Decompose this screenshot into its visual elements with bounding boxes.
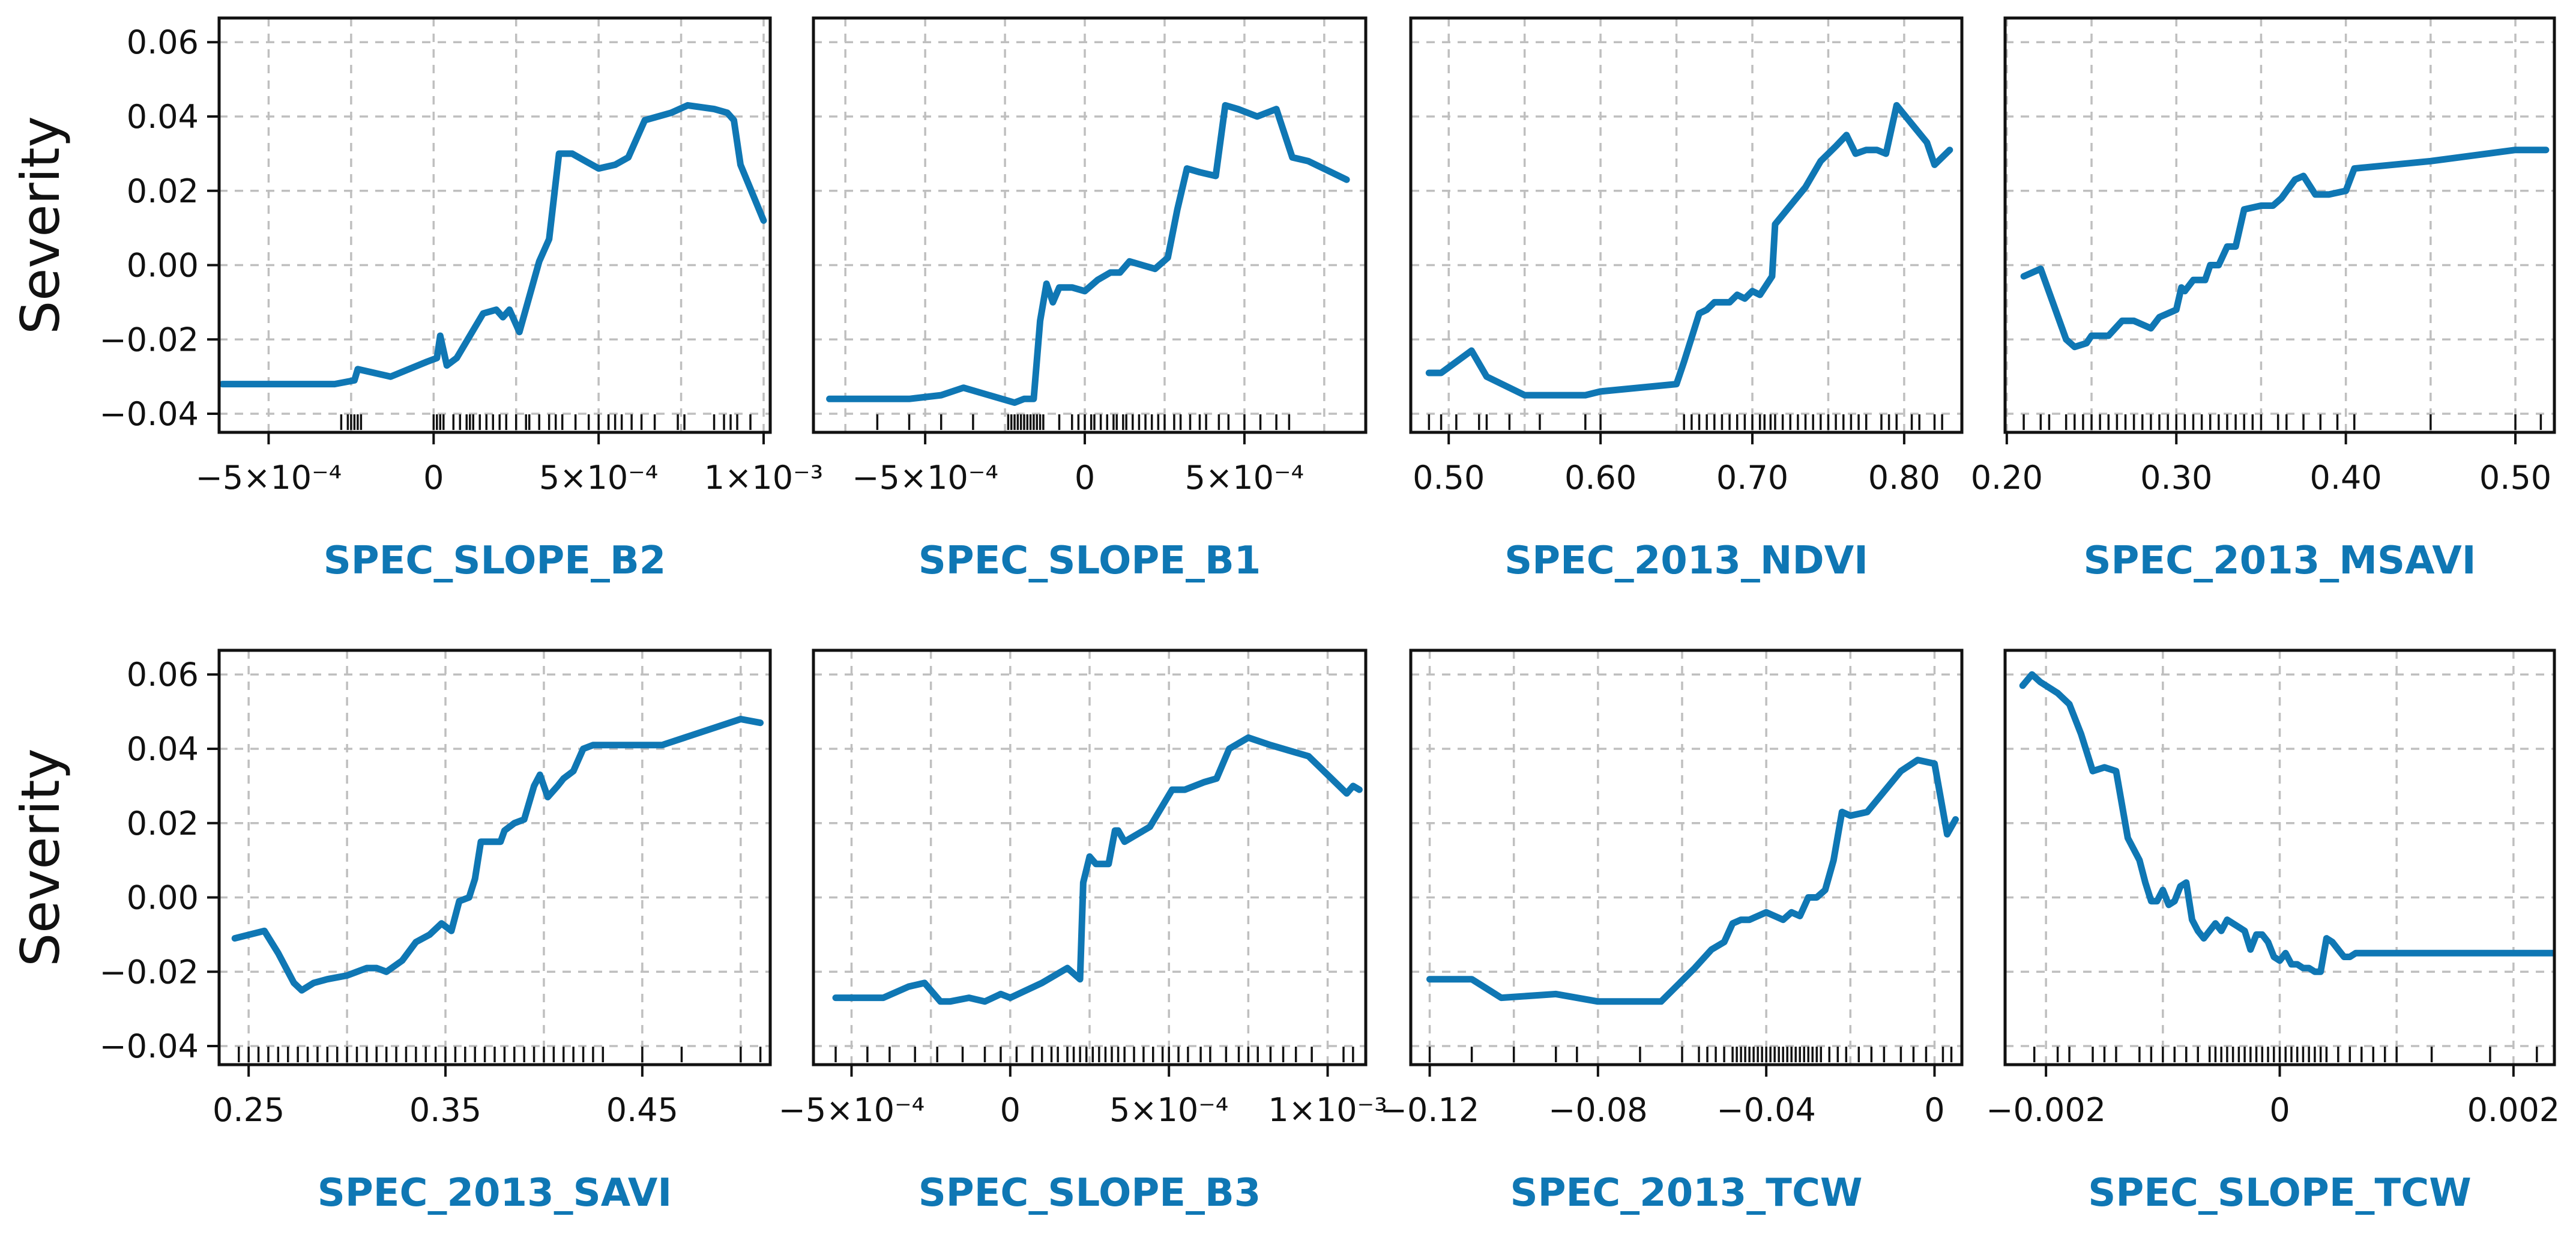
- plot-area: [219, 18, 770, 432]
- x-tick-label: 0: [1924, 1091, 1944, 1129]
- panel-frame: [1409, 16, 1964, 434]
- x-tick-label: 0.80: [1868, 459, 1940, 497]
- series-line: [219, 101, 767, 388]
- x-tick-label: 0.20: [1971, 459, 2043, 497]
- panel-frame: [812, 649, 1368, 1066]
- x-axis-title: SPEC_2013_TCW: [1510, 1171, 1862, 1215]
- chart-panel-spec-slope-tcw: −0.002 0 0.002 SPEC_SLOPE_TCW: [1986, 649, 2560, 1215]
- x-tick-label: 1×10⁻³: [704, 459, 823, 497]
- panel-frame: [217, 16, 772, 434]
- x-axis-title: SPEC_2013_MSAVI: [2083, 539, 2476, 583]
- x-axis-title: SPEC_2013_SAVI: [318, 1171, 672, 1215]
- x-tick-label: 0.50: [1413, 459, 1485, 497]
- y-axis-title: Severity: [10, 748, 71, 966]
- x-tick-label: 5×10⁻⁴: [1185, 459, 1304, 497]
- x-tick-label: −0.12: [1380, 1091, 1479, 1129]
- y-tick-label: 0.00: [127, 879, 199, 917]
- plot-area: [1411, 18, 1962, 432]
- x-tick-label: 0: [2269, 1091, 2290, 1129]
- x-tick-label: 0: [1000, 1091, 1021, 1129]
- y-axis-title: Severity: [10, 116, 71, 334]
- x-axis-title: SPEC_SLOPE_B1: [918, 539, 1261, 583]
- y-tick-label: 0.06: [127, 23, 199, 61]
- plot-area: [1411, 650, 1962, 1065]
- x-tick-label: 0.60: [1564, 459, 1636, 497]
- series-line: [832, 734, 1363, 1005]
- x-tick-label: 0.50: [2479, 459, 2551, 497]
- x-tick-label: 0: [423, 459, 444, 497]
- panel-frame: [217, 649, 772, 1066]
- chart-panel-spec-slope-b1: −5×10⁻⁴ 0 5×10⁻⁴ SPEC_SLOPE_B1: [812, 16, 1368, 583]
- x-tick-label: 5×10⁻⁴: [1109, 1091, 1228, 1129]
- plot-area: [2005, 650, 2554, 1065]
- x-axis-title: SPEC_SLOPE_B2: [324, 539, 666, 583]
- plot-area: [2005, 18, 2554, 432]
- x-tick-label: 0.25: [213, 1091, 285, 1129]
- chart-panel-spec-slope-b3: −5×10⁻⁴ 0 5×10⁻⁴ 1×10⁻³ SPEC_SLOPE_B3: [779, 649, 1387, 1215]
- y-tick-label: 0.02: [127, 805, 199, 842]
- y-tick-label: −0.04: [100, 1027, 199, 1065]
- x-tick-label: 0.45: [606, 1091, 678, 1129]
- x-tick-label: −0.04: [1716, 1091, 1815, 1129]
- x-axis-title: SPEC_2013_NDVI: [1504, 539, 1868, 583]
- series-line: [1426, 757, 1959, 1005]
- x-tick-label: 0: [1075, 459, 1095, 497]
- series-line: [2019, 671, 2554, 975]
- plot-area: [813, 650, 1366, 1065]
- x-tick-label: −5×10⁻⁴: [852, 459, 998, 497]
- x-tick-label: 0.40: [2310, 459, 2382, 497]
- x-tick-label: 0.30: [2140, 459, 2212, 497]
- x-tick-label: 1×10⁻³: [1268, 1091, 1387, 1129]
- x-tick-label: −5×10⁻⁴: [779, 1091, 925, 1129]
- chart-panel-spec-slope-b2: −5×10⁻⁴ 0 5×10⁻⁴ 1×10⁻³ −0.04 −0.02 0.00 0.02 0.…: [10, 16, 823, 583]
- panel-frame: [812, 16, 1368, 434]
- y-tick-label: 0.02: [127, 172, 199, 210]
- plot-area: [219, 650, 770, 1065]
- y-tick-label: −0.02: [100, 953, 199, 991]
- x-axis-title: SPEC_SLOPE_B3: [918, 1171, 1261, 1215]
- y-tick-label: −0.02: [100, 321, 199, 358]
- chart-panel-spec-2013-savi: 0.25 0.35 0.45 −0.04 −0.02 0.00 0.02 0.04 0.06 Se…: [10, 649, 772, 1215]
- plot-area: [813, 18, 1366, 432]
- x-tick-label: −5×10⁻⁴: [196, 459, 342, 497]
- series-line: [2020, 147, 2550, 351]
- chart-panel-spec-2013-msavi: 0.20 0.30 0.40 0.50 SPEC_2013_MSAVI: [1971, 16, 2556, 583]
- x-tick-label: 5×10⁻⁴: [539, 459, 658, 497]
- x-axis-title: SPEC_SLOPE_TCW: [2088, 1171, 2472, 1215]
- x-tick-label: 0.002: [2467, 1091, 2560, 1129]
- panel-frame: [2003, 16, 2556, 434]
- y-tick-label: 0.04: [127, 730, 199, 768]
- series-line: [826, 101, 1350, 406]
- y-tick-label: 0.06: [127, 656, 199, 694]
- x-tick-label: −0.08: [1548, 1091, 1647, 1129]
- y-tick-label: 0.00: [127, 247, 199, 285]
- series-line: [231, 716, 764, 994]
- y-tick-label: −0.04: [100, 395, 199, 433]
- panel-frame: [1409, 649, 1964, 1066]
- x-tick-label: −0.002: [1986, 1091, 2106, 1129]
- x-tick-label: 0.70: [1716, 459, 1788, 497]
- y-tick-label: 0.04: [127, 98, 199, 136]
- chart-panel-spec-2013-ndvi: 0.50 0.60 0.70 0.80 SPEC_2013_NDVI: [1409, 16, 1964, 583]
- chart-panel-spec-2013-tcw: −0.12 −0.08 −0.04 0 SPEC_2013_TCW: [1380, 649, 1964, 1215]
- series-line: [1425, 101, 1953, 399]
- x-tick-label: 0.35: [409, 1091, 481, 1129]
